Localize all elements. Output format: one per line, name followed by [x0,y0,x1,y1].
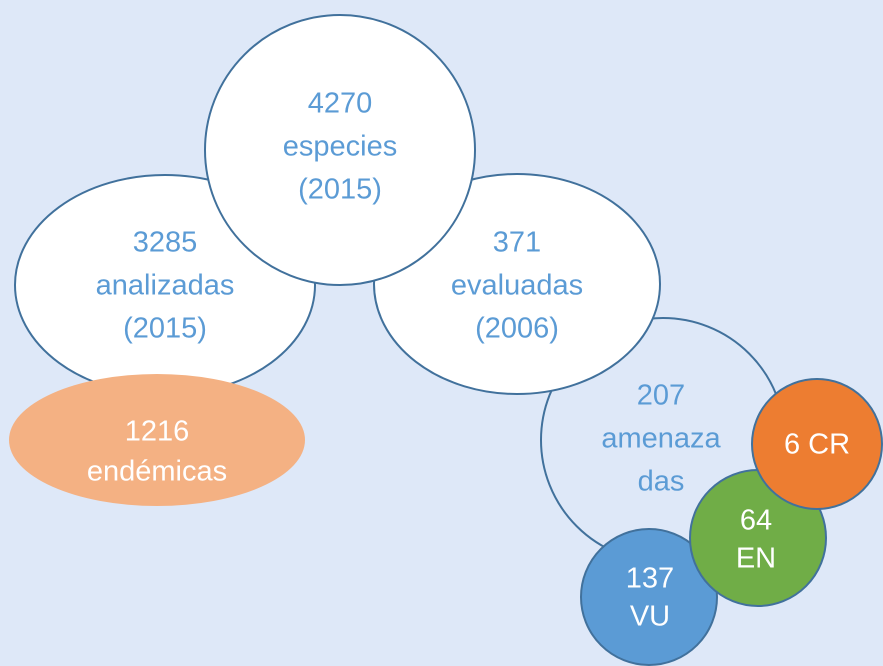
node-label: (2015) [298,174,382,206]
node-label: VU [630,601,670,633]
labels: 3285 analizadas (2015) 371 evaluadas (2006) 42… [87,88,850,633]
node-label: 371 [493,227,541,259]
node-label: (2006) [475,313,559,345]
node-label: 3285 [133,227,198,259]
node-label: 207 [637,380,685,412]
node-label: EN [736,543,776,575]
node-label: (2015) [123,313,207,345]
node-label: evaluadas [451,270,583,302]
node-label: 64 [740,505,772,537]
endemicas-ellipse [9,374,305,506]
node-label: especies [283,131,397,163]
node-label: analizadas [96,270,235,302]
node-label: amenaza [601,423,721,455]
node-label: 137 [626,563,674,595]
node-label: 6 CR [784,429,850,461]
especies-circle [204,14,476,286]
node-label: 1216 [125,416,190,448]
cr-circle [751,378,883,510]
node-label: 4270 [308,88,373,120]
vu-circle [580,528,718,666]
node-label: endémicas [87,456,227,488]
node-label: das [638,466,685,498]
